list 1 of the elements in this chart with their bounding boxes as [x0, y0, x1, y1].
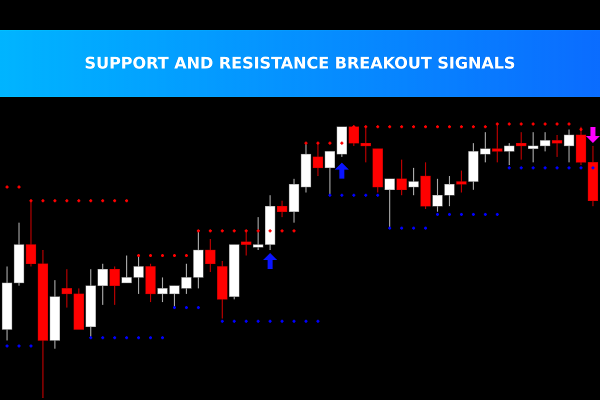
chart-title: SUPPORT AND RESISTANCE BREAKOUT SIGNALS [84, 53, 516, 72]
